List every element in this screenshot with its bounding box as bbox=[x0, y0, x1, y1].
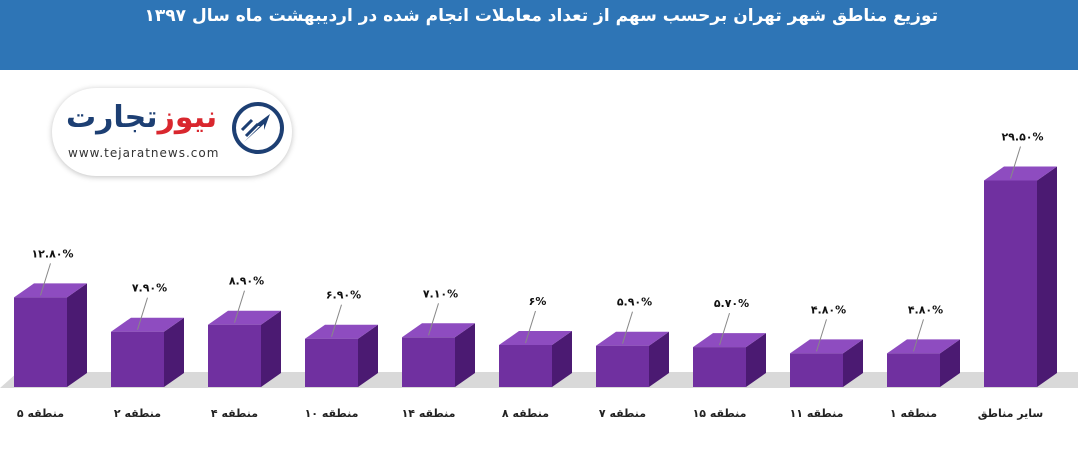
data-label-box bbox=[123, 278, 176, 296]
data-label: ۶% bbox=[529, 295, 547, 308]
bar bbox=[402, 337, 455, 387]
logo-word-blue: تجارت bbox=[66, 100, 158, 135]
data-label-leader bbox=[137, 297, 148, 330]
bar bbox=[790, 353, 843, 387]
header-banner: توزیع مناطق شهر تهران برحسب سهم از تعداد… bbox=[0, 0, 1078, 70]
bar bbox=[111, 331, 164, 387]
category-label: منطقه ۱ bbox=[890, 407, 937, 420]
logo-word-red: نیوز bbox=[157, 100, 218, 135]
bar-top bbox=[111, 317, 184, 332]
bar-top bbox=[499, 331, 572, 345]
data-label: ۸.۹۰% bbox=[229, 275, 264, 288]
bar-side bbox=[940, 339, 960, 387]
bar-top bbox=[14, 283, 87, 298]
bar-side bbox=[261, 310, 281, 387]
data-label-box bbox=[996, 127, 1049, 145]
bar bbox=[887, 353, 940, 387]
data-label-box bbox=[899, 300, 952, 318]
category-label: منطقه ۷ bbox=[599, 407, 646, 420]
data-label: ۶.۹۰% bbox=[326, 289, 361, 302]
data-label: ۱۲.۸۰% bbox=[31, 247, 73, 260]
logo-wordmark: نیوزتجارت bbox=[66, 100, 217, 135]
bar-top bbox=[693, 333, 766, 348]
bar-top bbox=[790, 339, 863, 354]
data-label-box bbox=[802, 300, 855, 318]
data-label: ۴.۸۰% bbox=[908, 303, 943, 316]
bar bbox=[305, 338, 358, 387]
category-label: منطقه ۵ bbox=[17, 407, 64, 420]
chart-title: توزیع مناطق شهر تهران برحسب سهم از تعداد… bbox=[144, 6, 938, 26]
bar-side bbox=[746, 333, 766, 387]
data-label-box bbox=[414, 284, 467, 302]
bar bbox=[499, 345, 552, 387]
data-label: ۲۹.۵۰% bbox=[1001, 131, 1043, 144]
category-label: منطقه ۲ bbox=[114, 407, 161, 420]
data-label: ۷.۹۰% bbox=[132, 282, 167, 295]
bar bbox=[14, 297, 67, 387]
data-label-box bbox=[220, 271, 273, 289]
logo-url: www.tejaratnews.com bbox=[68, 146, 220, 160]
data-label-box bbox=[511, 292, 564, 309]
data-label-box bbox=[317, 285, 370, 303]
data-label: ۴.۸۰% bbox=[811, 303, 846, 316]
data-label: ۵.۷۰% bbox=[714, 297, 749, 310]
bar-side bbox=[1037, 166, 1057, 387]
data-label-box bbox=[705, 294, 758, 312]
bar-top bbox=[208, 310, 281, 325]
data-label: ۷.۱۰% bbox=[423, 287, 458, 300]
data-label-leader bbox=[428, 303, 439, 336]
tejarat-news-logo: نیوزتجارت www.tejaratnews.com bbox=[52, 88, 292, 176]
category-label: منطقه ۴ bbox=[211, 407, 258, 420]
data-label-leader bbox=[622, 311, 633, 344]
category-label: منطقه ۱۵ bbox=[693, 407, 747, 420]
data-label-leader bbox=[525, 310, 536, 344]
category-label: منطقه ۸ bbox=[502, 407, 549, 420]
bar bbox=[693, 347, 746, 387]
bar-side bbox=[649, 331, 669, 387]
category-label: منطقه ۱۰ bbox=[305, 407, 359, 420]
data-label-leader bbox=[1010, 146, 1021, 179]
bar-side bbox=[67, 283, 87, 387]
bar-top bbox=[305, 324, 378, 339]
bar-side bbox=[843, 339, 863, 387]
data-label-leader bbox=[719, 312, 730, 346]
data-label-box bbox=[608, 292, 661, 310]
bar-top bbox=[887, 339, 960, 354]
bar bbox=[208, 324, 261, 387]
category-label: منطقه ۱۱ bbox=[790, 407, 844, 420]
data-label-leader bbox=[816, 319, 827, 352]
data-label: ۵.۹۰% bbox=[617, 296, 652, 309]
bar bbox=[596, 345, 649, 387]
bar bbox=[984, 180, 1037, 387]
category-label: سایر مناطق bbox=[978, 407, 1043, 420]
logo-arrow-icon bbox=[232, 102, 284, 154]
bar-top bbox=[596, 331, 669, 346]
bar-side bbox=[552, 331, 572, 387]
bar-top bbox=[984, 166, 1057, 181]
bar-side bbox=[455, 323, 475, 387]
data-label-box bbox=[26, 244, 79, 262]
data-label-leader bbox=[234, 290, 245, 323]
category-label: منطقه ۱۴ bbox=[402, 407, 456, 420]
data-label-leader bbox=[40, 263, 51, 296]
bar-top bbox=[402, 323, 475, 338]
data-label-leader bbox=[913, 319, 924, 352]
data-label-leader bbox=[331, 304, 342, 337]
bar-side bbox=[164, 317, 184, 387]
bar-side bbox=[358, 324, 378, 387]
